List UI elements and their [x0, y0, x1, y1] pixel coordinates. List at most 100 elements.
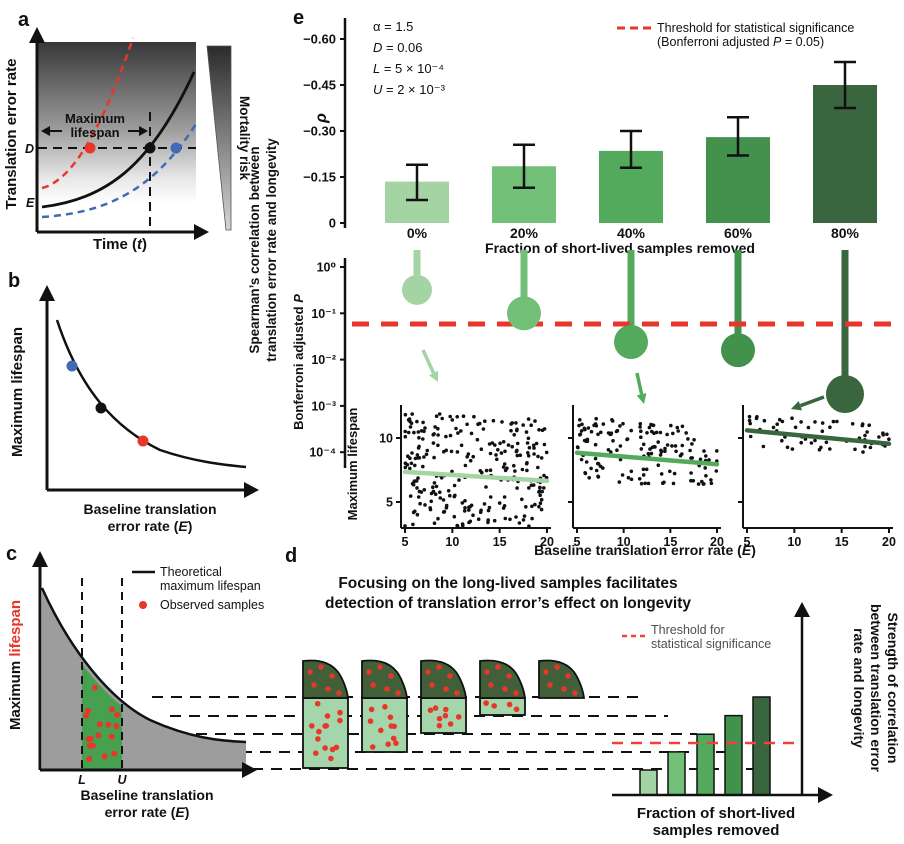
- scatter-point: [887, 437, 891, 442]
- scatter-point: [434, 414, 439, 419]
- observed-sample-dot: [111, 750, 118, 757]
- scatter-point: [578, 432, 583, 437]
- scatter-point: [495, 457, 499, 462]
- scatter-point: [583, 471, 587, 475]
- scatter-point: [813, 438, 817, 443]
- scatter-y-tick-label: 10: [379, 432, 393, 446]
- scatter-point: [662, 480, 666, 485]
- strength-bar: [639, 769, 658, 796]
- scatter-point: [824, 440, 829, 445]
- scatter-point: [471, 454, 476, 459]
- panel-d-label: d: [285, 545, 297, 567]
- sample-dot: [318, 664, 324, 670]
- d-side-label-3: rate and longevity: [851, 628, 867, 748]
- scatter-point: [663, 446, 667, 451]
- d-title-2: detection of translation error’s effect …: [325, 595, 691, 612]
- scatter-point: [452, 483, 457, 488]
- scatter-point: [486, 508, 491, 513]
- scatter-point: [689, 478, 693, 483]
- observed-sample-dot: [95, 732, 102, 739]
- scatter-point: [529, 423, 533, 428]
- a-y-label: Translation error rate: [3, 59, 20, 210]
- scatter-point: [646, 451, 651, 456]
- scatter-point: [436, 516, 440, 521]
- scatter-point: [432, 481, 437, 485]
- sample-dot: [506, 673, 512, 679]
- scatter-point: [601, 466, 605, 470]
- p-tick-label: 10⁻²: [311, 353, 336, 367]
- scatter-point: [421, 464, 425, 469]
- scatter-point: [663, 449, 667, 454]
- scatter-point: [579, 429, 584, 433]
- scatter-point: [432, 521, 437, 525]
- strength-bar: [724, 714, 743, 796]
- scatter-point: [479, 447, 484, 452]
- panel-c: c L U Maximum lifespan Baseline translat…: [6, 543, 753, 820]
- scatter-point: [509, 428, 513, 433]
- scatter-point: [670, 444, 674, 448]
- scatter-point: [755, 415, 759, 419]
- scatter-point: [456, 431, 460, 435]
- scatter-point: [709, 481, 714, 486]
- sample-dot: [393, 740, 399, 746]
- long-lived-block: [420, 659, 468, 699]
- scatter-point: [431, 485, 435, 490]
- scatter-point: [790, 447, 795, 451]
- e-lollipop-circles: [402, 274, 864, 414]
- d-x-label-2: samples removed: [653, 822, 780, 839]
- scatter-point: [408, 425, 413, 429]
- scatter-point: [819, 445, 823, 450]
- scatter-point: [542, 486, 546, 490]
- scatter-point: [596, 474, 600, 479]
- scatter-point: [593, 442, 598, 447]
- c-legend-dot-swatch: [139, 601, 147, 609]
- scatter-point: [455, 415, 460, 419]
- scatter-point: [483, 419, 487, 424]
- sample-set-1: [361, 659, 409, 753]
- c-legend-dot-label: Observed samples: [160, 598, 264, 612]
- e-legend-2: (Bonferroni adjusted P = 0.05): [657, 35, 824, 49]
- sample-dot: [377, 664, 383, 670]
- parameter-line: U = 2 × 10⁻³: [373, 82, 446, 97]
- sample-dot: [313, 750, 319, 756]
- scatter-x-tick-label: 15: [835, 535, 849, 549]
- y-tick-label: 0: [329, 216, 336, 231]
- scatter-point: [497, 501, 502, 505]
- scatter-point: [671, 481, 676, 486]
- scatter-x-tick-label: 15: [663, 535, 677, 549]
- a-x-arrowhead: [194, 224, 209, 240]
- scatter-point: [494, 453, 498, 457]
- scatter-point: [484, 485, 488, 489]
- trend-line: [574, 450, 720, 467]
- scatter-point: [436, 426, 440, 431]
- lollipop-stem: [734, 250, 742, 351]
- scatter-point: [506, 443, 511, 447]
- sample-dot: [337, 717, 343, 724]
- scatter-point: [696, 482, 701, 486]
- scatter-point: [641, 442, 646, 447]
- baseline-error-curve: [41, 71, 196, 209]
- sample-dot: [388, 673, 394, 679]
- observed-sample-dot: [85, 707, 91, 714]
- scatter-point: [525, 461, 529, 465]
- sample-dot: [495, 664, 501, 670]
- scatter-point: [446, 489, 451, 493]
- scatter-point: [777, 417, 782, 422]
- scatter-point: [747, 418, 752, 423]
- scatter-point: [503, 516, 508, 521]
- lollipop-circle: [507, 296, 541, 331]
- scatter-point: [520, 467, 525, 472]
- sample-dot: [329, 746, 336, 753]
- panel-e: e Spearman’s correlation between transla…: [247, 7, 898, 558]
- scatter-point: [678, 453, 683, 458]
- e-arrow-0pct: [421, 349, 438, 382]
- sample-dot: [311, 682, 317, 688]
- scatter-point: [514, 421, 518, 425]
- scatter-point: [466, 452, 471, 456]
- scatter-point: [408, 456, 412, 461]
- sample-dot: [337, 709, 343, 716]
- scatter-point: [885, 432, 889, 437]
- blue-dot: [66, 360, 78, 372]
- bar-category-label: 40%: [617, 225, 646, 241]
- c-x-label-2: error rate (E): [105, 804, 190, 820]
